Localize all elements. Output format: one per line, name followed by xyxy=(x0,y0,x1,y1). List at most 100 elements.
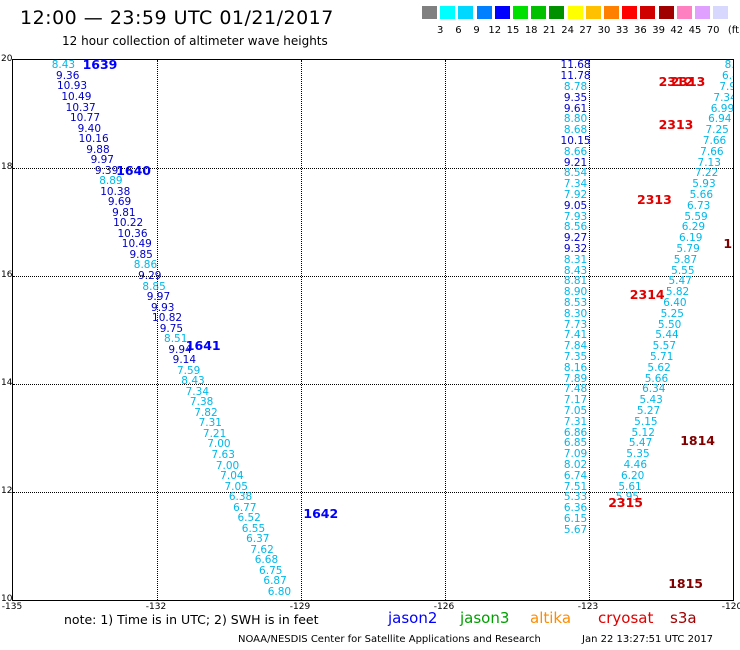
wave-height-value: 7.22 xyxy=(694,167,719,180)
latitude-gridline xyxy=(13,168,733,169)
longitude-gridline xyxy=(301,60,302,600)
wave-height-value: 8.54 xyxy=(563,167,588,180)
wave-height-value: 5.66 xyxy=(689,189,714,201)
longitude-gridline xyxy=(157,60,158,600)
wave-height-value: 5.79 xyxy=(676,243,700,255)
wave-height-value: 5.61 xyxy=(618,480,642,493)
wave-height-value: 10.49 xyxy=(121,238,152,251)
wave-height-value: 7.62 xyxy=(250,543,274,556)
scale-label: 18 xyxy=(524,25,538,36)
wave-height-value: 7.82 xyxy=(194,406,218,419)
latitude-tick-label: 12 xyxy=(1,486,13,496)
longitude-tick-label: -129 xyxy=(289,602,311,612)
longitude-tick-label: -126 xyxy=(433,602,455,612)
wave-height-value: 10.49 xyxy=(61,90,92,103)
wave-height-value: 7.63 xyxy=(211,449,235,461)
wave-height-value: 8.43 xyxy=(51,59,76,72)
scale-units: (ft) xyxy=(727,25,740,36)
longitude-tick-label: -132 xyxy=(145,602,167,612)
wave-height-value: 6.36 xyxy=(563,502,588,515)
wave-height-value: 8.66 xyxy=(563,145,588,158)
wave-height-value: 6.37 xyxy=(246,533,270,546)
pass-number-label: 2312 xyxy=(658,73,694,89)
wave-height-value: 7.25 xyxy=(705,124,729,137)
wave-height-value: 7.35 xyxy=(563,351,588,363)
scale-label: 3 xyxy=(437,25,444,36)
wave-height-value: 11.78 xyxy=(560,70,591,83)
wave-height-value: 6.40 xyxy=(663,297,687,309)
scale-label: 15 xyxy=(506,25,520,36)
scale-swatch xyxy=(713,6,729,19)
wave-height-value: 6.15 xyxy=(563,513,588,525)
wave-height-value: 5.50 xyxy=(657,318,682,331)
scale-label: 39 xyxy=(652,25,665,36)
wave-height-value: 6.55 xyxy=(241,522,266,535)
wave-height-value: 8.80 xyxy=(563,113,588,126)
wave-height-value: 7.17 xyxy=(563,394,588,407)
pass-number-label: 2313 xyxy=(637,192,672,208)
wave-height-value: 5.67 xyxy=(563,523,588,536)
wave-height-value: 9.97 xyxy=(146,291,171,304)
wave-height-value: 7.34 xyxy=(563,178,588,191)
wave-height-value: 7.04 xyxy=(220,470,244,483)
scale-swatch xyxy=(604,6,619,19)
wave-height-value: 5.71 xyxy=(650,351,674,363)
latitude-gridline xyxy=(13,276,733,277)
wave-height-value: 6.99 xyxy=(710,102,734,115)
wave-height-value: 10.77 xyxy=(69,112,101,125)
scale-label: 70 xyxy=(706,25,720,36)
wave-height-value: 5.47 xyxy=(668,275,692,288)
wave-height-value: 7.89 xyxy=(563,372,588,385)
map-subtitle: 12 hour collection of altimeter wave hei… xyxy=(62,34,328,48)
latitude-tick-label: 20 xyxy=(1,54,13,64)
wave-height-value: 10.16 xyxy=(78,133,109,146)
wave-height-value: 7.84 xyxy=(563,340,588,353)
scale-label: 36 xyxy=(634,25,647,36)
wave-height-value: 5.25 xyxy=(660,307,684,320)
wave-height-value: 8.81 xyxy=(563,275,588,288)
wave-height-value: 6.86 xyxy=(563,426,588,439)
longitude-tick-label: -135 xyxy=(1,602,23,612)
wave-height-value: 9.29 xyxy=(138,270,162,282)
pass-number-label: 2315 xyxy=(608,494,643,510)
scale-label: 45 xyxy=(688,25,702,36)
scale-swatch xyxy=(440,6,456,19)
scale-label: 24 xyxy=(561,25,574,36)
wave-height-value: 7.41 xyxy=(563,329,588,342)
wave-height-value: 8.16 xyxy=(563,361,588,374)
generated-timestamp: Jan 22 13:27:51 UTC 2017 xyxy=(582,634,714,645)
longitude-tick-label: -120 xyxy=(721,602,740,612)
scale-label: 12 xyxy=(488,25,502,36)
scale-label: 21 xyxy=(543,25,556,36)
wave-height-value: 6.85 xyxy=(563,437,588,450)
scale-swatch xyxy=(549,6,565,19)
scale-swatch xyxy=(622,6,638,19)
wave-height-value: 7.92 xyxy=(563,189,588,201)
wave-height-value: 7.34 xyxy=(713,91,733,104)
satellite-legend-cryosat: cryosat xyxy=(598,609,654,627)
wave-height-value: 5.35 xyxy=(626,448,650,461)
pass-number-label: 1642 xyxy=(303,505,339,521)
wave-height-value: 9.39 xyxy=(94,164,119,177)
wave-height-value: 5.15 xyxy=(634,415,658,428)
wave-height-value: 7.05 xyxy=(224,480,248,493)
wave-height-value: 8.89 xyxy=(99,175,123,188)
wave-height-value: 8.02 xyxy=(563,459,588,471)
wave-height-value: 8.90 xyxy=(563,286,588,299)
wave-height-value: 8.78 xyxy=(563,81,588,93)
wave-height-value: 5.12 xyxy=(631,426,655,439)
wave-height-value: 6.75 xyxy=(259,564,283,577)
wave-height-value: 5.44 xyxy=(655,329,679,342)
wave-height-value: 11.68 xyxy=(560,59,591,72)
wave-height-value: 7.00 xyxy=(215,459,240,472)
wave-height-value: 5.59 xyxy=(684,210,708,223)
scale-swatch xyxy=(513,6,528,19)
wave-height-value: 7.66 xyxy=(702,135,727,147)
wave-height-value: 8.3 xyxy=(724,59,733,72)
latitude-tick-label: 14 xyxy=(1,378,13,388)
wave-height-value: 6.20 xyxy=(620,469,645,482)
wave-height-value: 6.34 xyxy=(642,383,666,396)
satellite-legend-altika: altika xyxy=(530,609,572,627)
wave-height-value: 9.27 xyxy=(563,232,588,245)
wave-height-value: 9.35 xyxy=(563,91,588,104)
